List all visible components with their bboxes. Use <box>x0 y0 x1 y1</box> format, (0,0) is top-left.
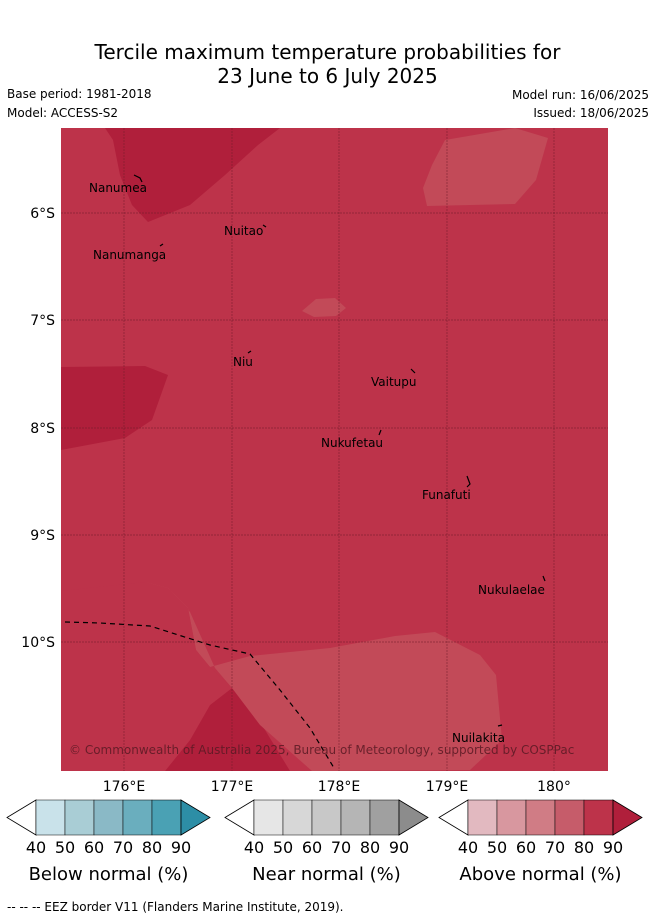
lon-label-176e: 176°E <box>103 779 146 795</box>
near-normal-colorbar-tick: 40 <box>244 838 264 857</box>
model-run: Model run: 16/06/2025 <box>511 88 649 102</box>
above-normal-colorbar-segment <box>496 799 527 836</box>
above-normal-colorbar-tick: 60 <box>516 838 536 857</box>
above-normal-colorbar-min-arrow <box>438 799 469 836</box>
place-label-nanumea: Nanumea <box>89 181 147 195</box>
base-period: Base period: 1981-2018 <box>7 87 152 101</box>
below-normal-colorbar-tick: 70 <box>113 838 133 857</box>
near-normal-colorbar-segment <box>282 799 313 836</box>
issued-date: Issued: 18/06/2025 <box>533 106 649 120</box>
light-region-center <box>302 298 346 317</box>
above-normal-colorbar-segment <box>467 799 498 836</box>
model-name: Model: ACCESS-S2 <box>7 106 119 120</box>
near-normal-colorbar-segment <box>311 799 342 836</box>
light-region-south <box>61 582 502 771</box>
lat-label-7s: 7°S <box>30 313 55 329</box>
colorbar-legends: 40 50 60 70 80 90 Below normal (%) 40 50 60 70 80 90… <box>6 799 643 885</box>
above-normal-colorbar-segment <box>583 799 614 836</box>
above-normal-colorbar-tick: 40 <box>458 838 478 857</box>
place-label-funafuti: Funafuti <box>422 488 471 502</box>
lat-label-9s: 9°S <box>30 528 55 544</box>
lon-label-179e: 179°E <box>426 779 469 795</box>
near-normal-colorbar-label: Near normal (%) <box>252 864 401 885</box>
lat-gridlines <box>61 212 608 643</box>
near-normal-colorbar-tick: 90 <box>389 838 409 857</box>
below-normal-colorbar-segment <box>64 799 95 836</box>
copyright-notice: © Commonwealth of Australia 2025, Bureau… <box>69 743 574 757</box>
below-normal-colorbar-tick: 60 <box>84 838 104 857</box>
eez-legend-note: -- -- -- EEZ border V11 (Flanders Marine… <box>7 900 344 914</box>
near-normal-colorbar-tick: 80 <box>360 838 380 857</box>
near-normal-colorbar-segment <box>253 799 284 836</box>
near-normal-colorbar-min-arrow <box>224 799 255 836</box>
below-normal-colorbar: 40 50 60 70 80 90 Below normal (%) <box>6 799 211 885</box>
map-title: Tercile maximum temperature probabilitie… <box>0 40 655 88</box>
lon-label-177e: 177°E <box>211 779 254 795</box>
near-normal-colorbar-segment <box>369 799 400 836</box>
island-marks <box>133 174 546 727</box>
lat-label-6s: 6°S <box>30 206 55 222</box>
below-normal-colorbar-tick: 90 <box>171 838 191 857</box>
dark-region-north <box>105 128 280 222</box>
above-normal-colorbar-tick: 50 <box>487 838 507 857</box>
base-region-southwest <box>61 582 232 771</box>
above-normal-colorbar-tick: 80 <box>574 838 594 857</box>
place-label-vaitupu: Vaitupu <box>371 375 417 389</box>
place-label-nukulaelae: Nukulaelae <box>478 583 545 597</box>
above-normal-colorbar-tick: 90 <box>603 838 623 857</box>
lat-label-8s: 8°S <box>30 421 55 437</box>
near-normal-colorbar: 40 50 60 70 80 90 Near normal (%) <box>224 799 429 885</box>
place-label-nuitao: Nuitao <box>224 224 263 238</box>
above-normal-colorbar-tick: 70 <box>545 838 565 857</box>
below-normal-colorbar-tick: 80 <box>142 838 162 857</box>
near-normal-colorbar-segment <box>340 799 371 836</box>
place-label-nanumanga: Nanumanga <box>93 248 166 262</box>
below-normal-colorbar-max-arrow <box>180 799 211 836</box>
place-label-nukufetau: Nukufetau <box>321 436 383 450</box>
above-normal-colorbar-label: Above normal (%) <box>459 864 621 885</box>
below-normal-colorbar-label: Below normal (%) <box>29 864 189 885</box>
title-line-2: 23 June to 6 July 2025 <box>217 64 438 88</box>
map-frame <box>61 128 608 771</box>
place-label-nuilakita: Nuilakita <box>452 731 505 745</box>
below-normal-colorbar-min-arrow <box>6 799 37 836</box>
lat-label-10s: 10°S <box>21 635 55 651</box>
below-normal-colorbar-segment <box>151 799 182 836</box>
dark-region-south <box>165 688 290 771</box>
above-normal-colorbar-segment <box>525 799 556 836</box>
lon-label-178e: 178°E <box>318 779 361 795</box>
lon-gridlines <box>123 128 555 771</box>
near-normal-colorbar-tick: 50 <box>273 838 293 857</box>
below-normal-colorbar-segment <box>35 799 66 836</box>
lon-label-180: 180° <box>537 779 571 795</box>
below-normal-colorbar-tick: 50 <box>55 838 75 857</box>
light-region-northeast <box>423 128 548 206</box>
below-normal-colorbar-segment <box>122 799 153 836</box>
above-normal-colorbar-segment <box>554 799 585 836</box>
place-label-niu: Niu <box>233 355 253 369</box>
near-normal-colorbar-tick: 70 <box>331 838 351 857</box>
dark-region-west <box>61 366 168 450</box>
near-normal-colorbar-max-arrow <box>398 799 429 836</box>
near-normal-colorbar-tick: 60 <box>302 838 322 857</box>
above-normal-colorbar: 40 50 60 70 80 90 Above normal (%) <box>438 799 643 885</box>
below-normal-colorbar-segment <box>93 799 124 836</box>
above-normal-colorbar-max-arrow <box>612 799 643 836</box>
below-normal-colorbar-tick: 40 <box>26 838 46 857</box>
title-line-1: Tercile maximum temperature probabilitie… <box>94 40 561 64</box>
